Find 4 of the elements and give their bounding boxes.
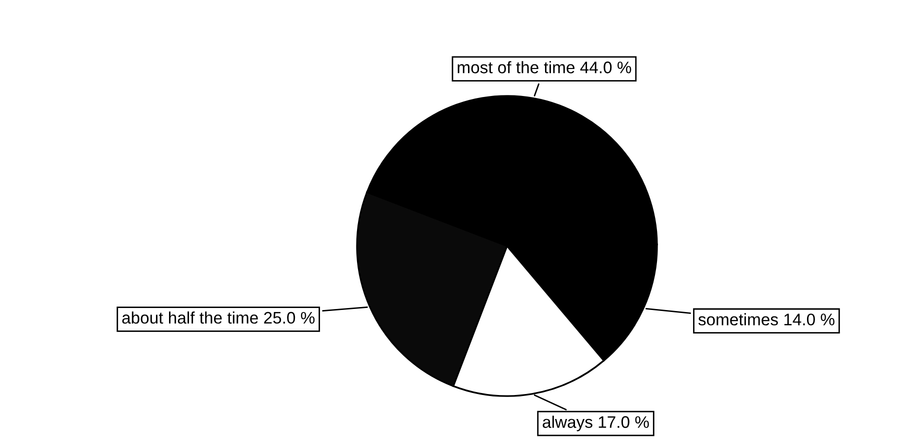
slice-label: about half the time 25.0 % (122, 311, 315, 324)
slice-label: sometimes 14.0 % (698, 313, 834, 326)
slice-label: most of the time 44.0 % (458, 61, 632, 74)
slice-label: always 17.0 % (542, 416, 649, 432)
